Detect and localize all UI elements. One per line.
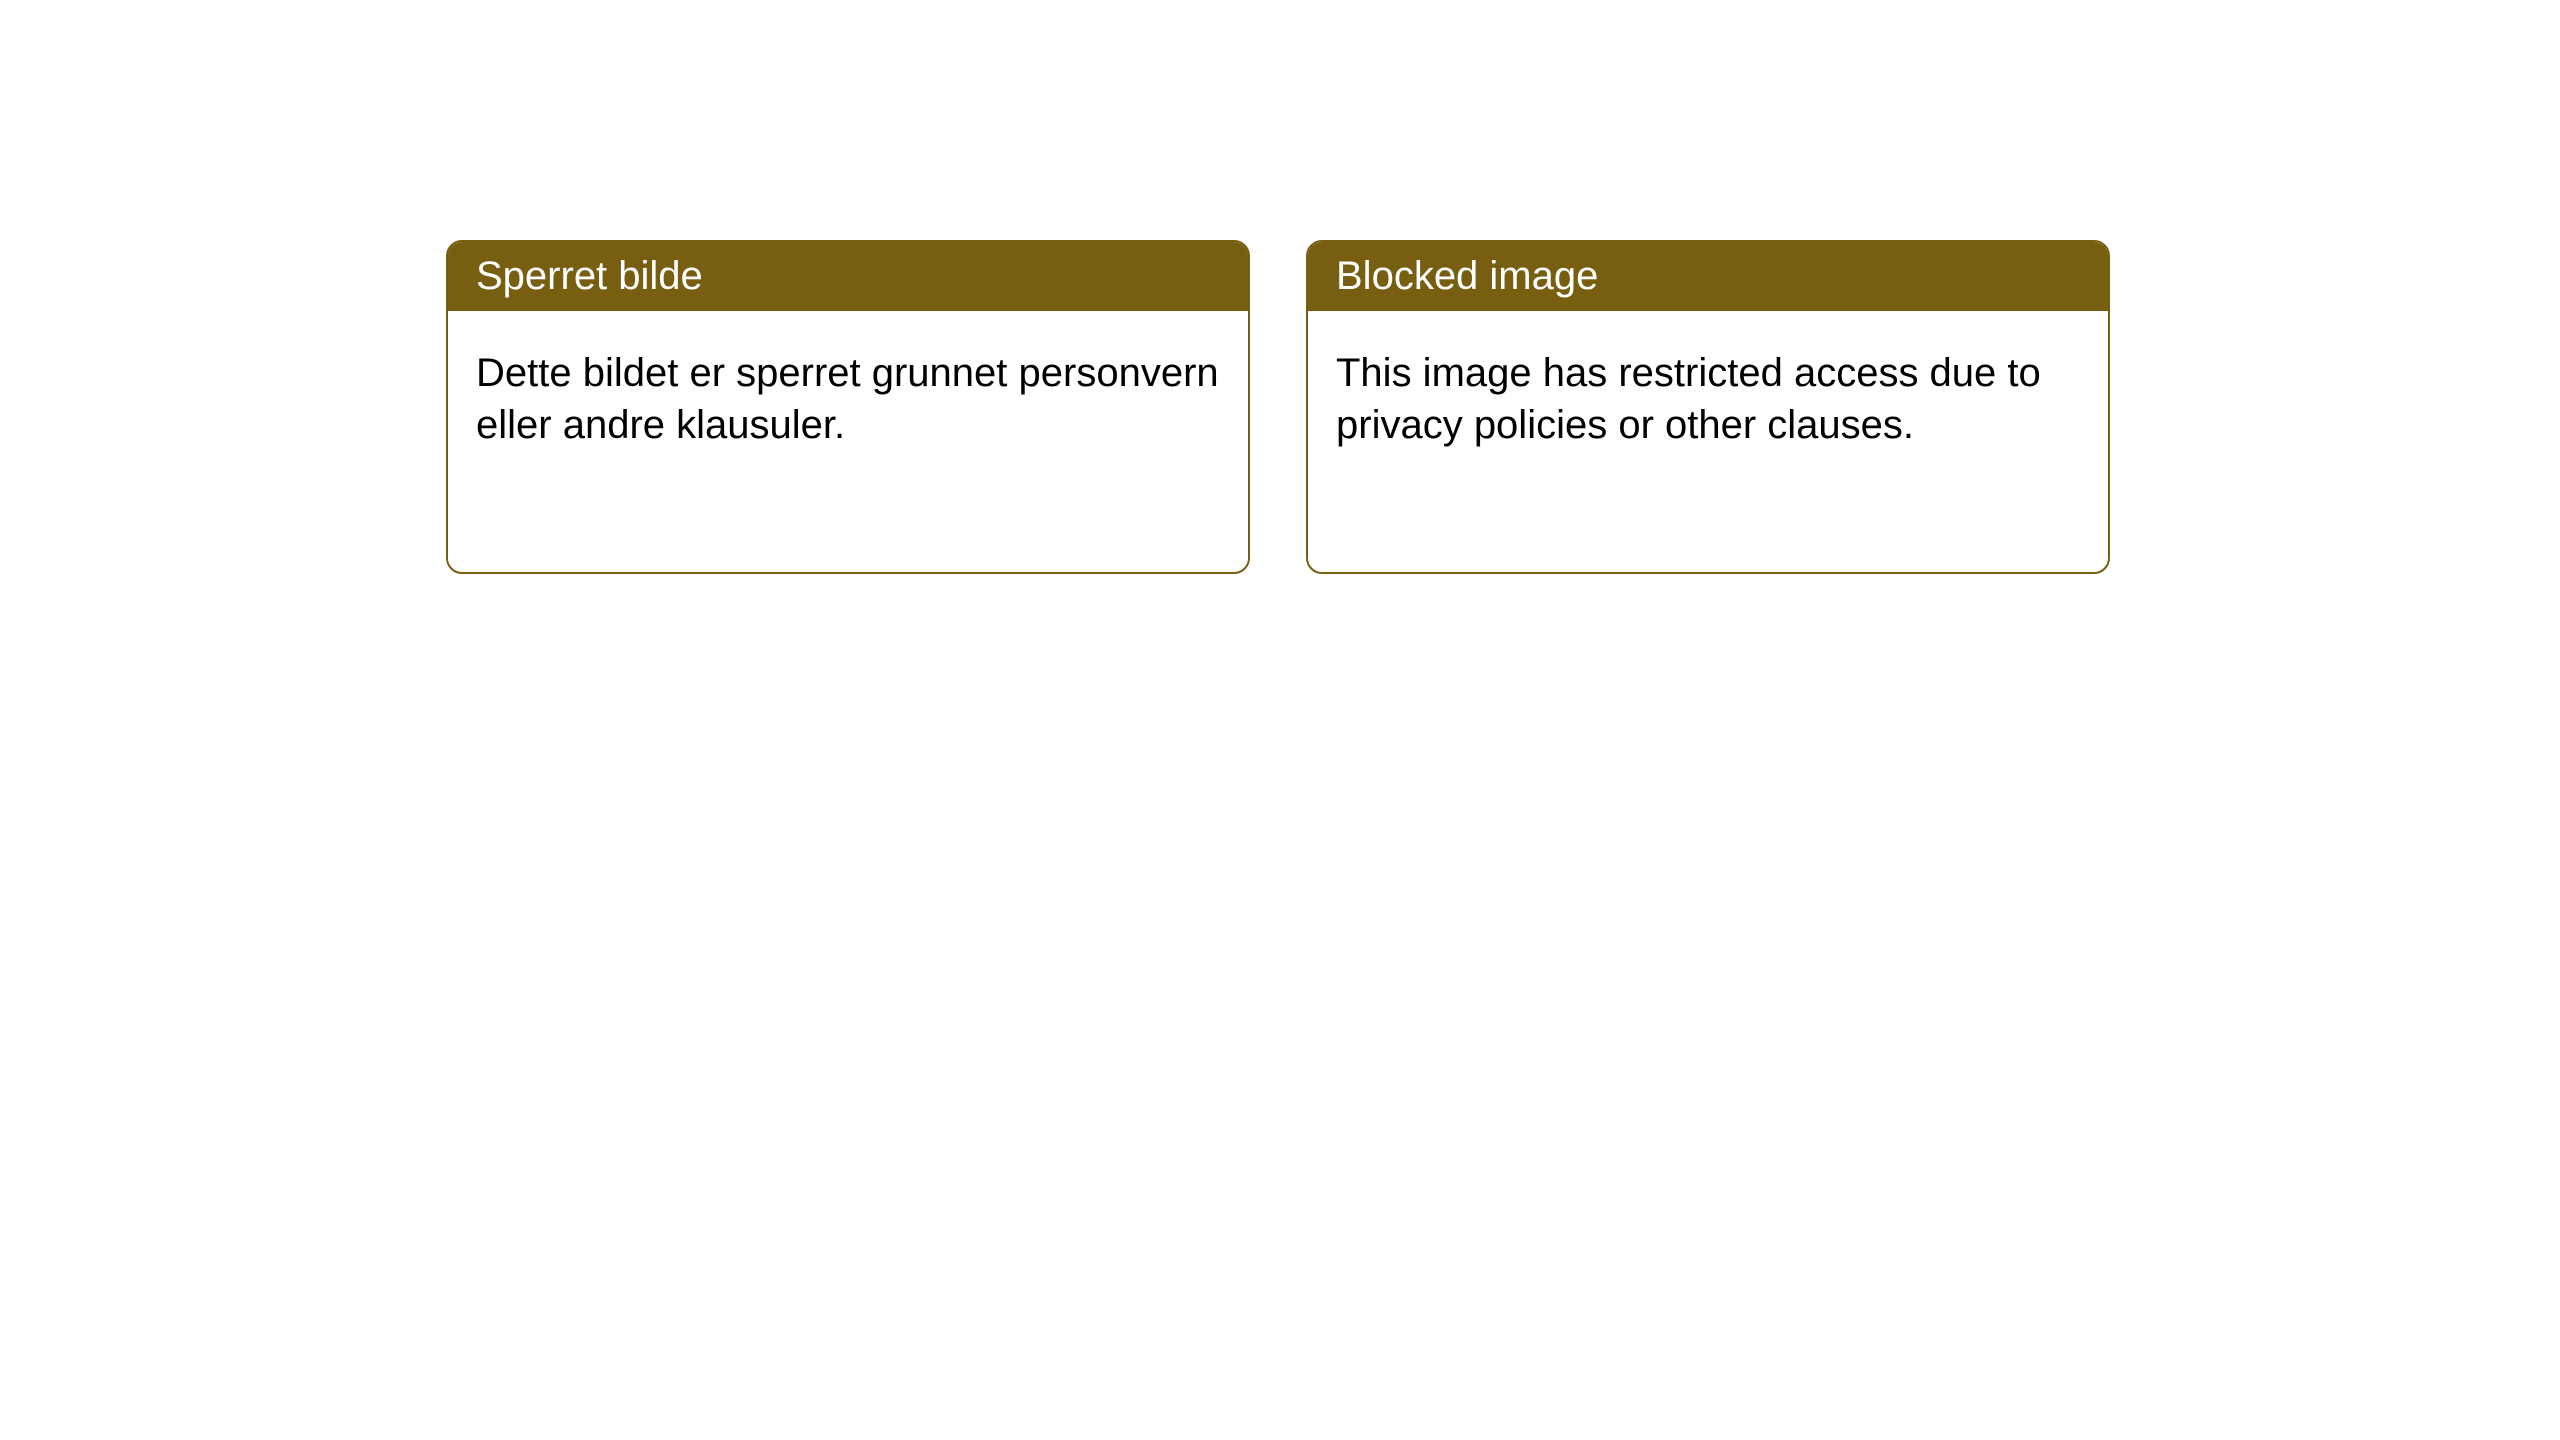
card-title: Sperret bilde: [476, 254, 703, 298]
card-body: Dette bildet er sperret grunnet personve…: [448, 311, 1248, 487]
card-header: Blocked image: [1308, 242, 2108, 311]
card-body: This image has restricted access due to …: [1308, 311, 2108, 487]
notice-card-norwegian: Sperret bilde Dette bildet er sperret gr…: [446, 240, 1250, 574]
notice-container: Sperret bilde Dette bildet er sperret gr…: [0, 0, 2560, 574]
card-body-text: Dette bildet er sperret grunnet personve…: [476, 351, 1219, 447]
notice-card-english: Blocked image This image has restricted …: [1306, 240, 2110, 574]
card-header: Sperret bilde: [448, 242, 1248, 311]
card-title: Blocked image: [1336, 254, 1598, 298]
card-body-text: This image has restricted access due to …: [1336, 351, 2041, 447]
